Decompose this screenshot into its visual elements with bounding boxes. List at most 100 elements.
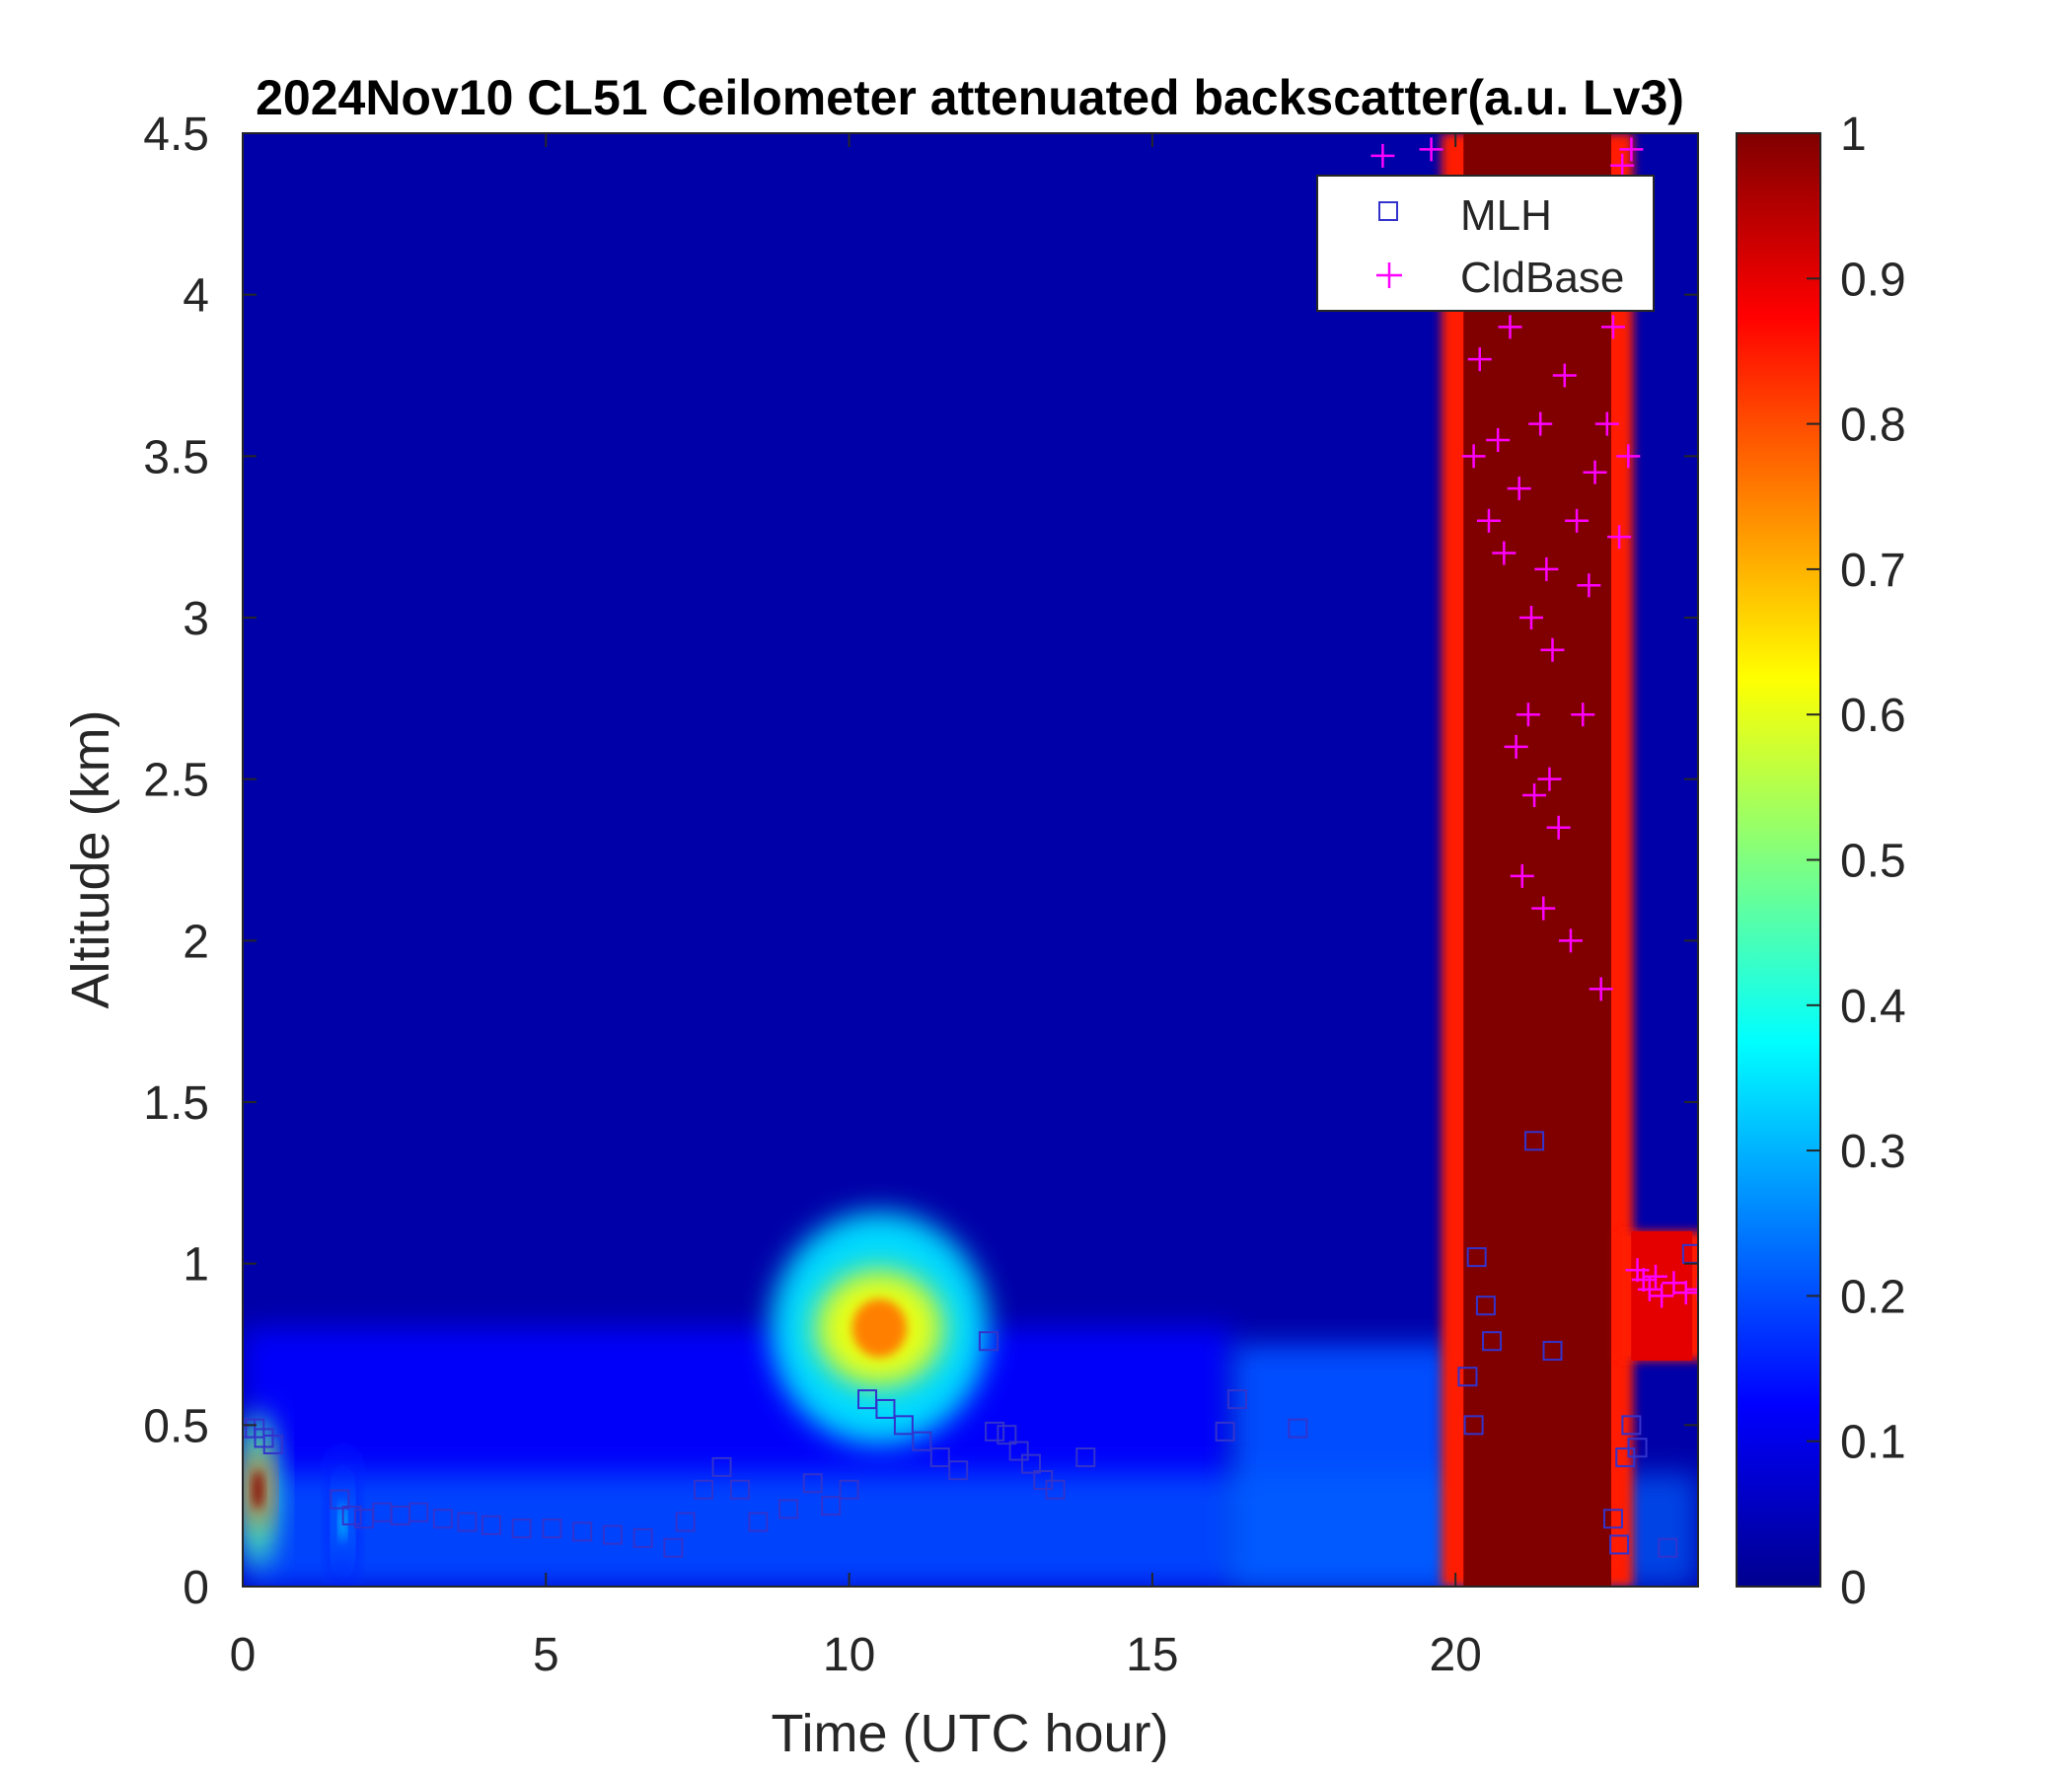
mlh-marker — [839, 1479, 859, 1500]
mlh-marker — [1045, 1479, 1066, 1500]
legend-cldbase-label: CldBase — [1460, 254, 1624, 302]
mlh-marker — [694, 1479, 714, 1500]
mlh-marker — [985, 1421, 1005, 1442]
x-axis: 0 5 10 15 20 — [230, 133, 1482, 1681]
colorbar-tick-label: 0.3 — [1840, 1126, 1906, 1178]
cldbase-marker — [1631, 1268, 1656, 1293]
cldbase-marker — [1531, 896, 1556, 921]
colorbar-tick-label: 0.9 — [1840, 254, 1906, 306]
mlh-marker — [912, 1431, 932, 1451]
cldbase-marker — [1650, 1284, 1674, 1308]
cldbase-marker — [1610, 153, 1635, 178]
cldbase-marker — [1370, 143, 1395, 168]
mlh-marker — [432, 1509, 453, 1529]
cldbase-marker — [1616, 444, 1641, 469]
cldbase-marker — [1594, 411, 1619, 436]
colorbar-tick-label: 0 — [1840, 1562, 1867, 1614]
cldbase-marker — [1528, 411, 1553, 436]
cldbase-marker — [1461, 444, 1486, 469]
chart-title: 2024Nov10 CL51 Ceilometer attenuated bac… — [256, 70, 1684, 125]
mlh-marker — [1215, 1421, 1235, 1442]
cldbase-marker — [1498, 315, 1522, 339]
mlh-marker — [511, 1518, 532, 1539]
x-axis-label: Time (UTC hour) — [771, 1704, 1168, 1763]
mlh-marker — [948, 1460, 969, 1481]
y-tick-label: 3.5 — [143, 431, 209, 483]
plot-area-frame — [242, 132, 1699, 1588]
mlh-marker — [1602, 1509, 1623, 1529]
y-tick-label: 3 — [183, 593, 209, 645]
y-axis: 0 0.5 1 1.5 2 2.5 3 3.5 4 4.5 — [143, 109, 1698, 1614]
mlh-marker — [1463, 1415, 1484, 1436]
cldbase-marker — [1643, 1264, 1667, 1289]
colorbar-tick-label: 0.7 — [1840, 545, 1906, 597]
x-tick-label: 5 — [533, 1629, 559, 1681]
mlh-marker — [341, 1505, 362, 1525]
mlh-marker — [875, 1398, 896, 1419]
mlh-marker — [1482, 1331, 1503, 1352]
mlh-marker — [711, 1456, 732, 1477]
mlh-marker — [1466, 1247, 1487, 1268]
y-tick-label: 2.5 — [143, 755, 209, 807]
y-tick-label: 1 — [183, 1239, 209, 1292]
mlh-marker — [1627, 1438, 1648, 1458]
y-tick-label: 1.5 — [143, 1077, 209, 1130]
legend: MLH CldBase — [1316, 175, 1655, 312]
y-tick-label: 4.5 — [143, 109, 209, 161]
colorbar-tick-label: 0.6 — [1840, 690, 1906, 742]
cldbase-marker — [1571, 703, 1595, 727]
mlh-marker — [748, 1512, 769, 1532]
colorbar: 0 0.1 0.2 0.3 0.4 0.5 0.6 0.7 0.8 0.9 1 — [1736, 109, 1906, 1614]
cldbase-marker — [1518, 606, 1543, 629]
cldbase-marker — [1583, 460, 1607, 484]
mlh-marker — [663, 1537, 684, 1558]
mlh-marker — [481, 1515, 501, 1535]
heatmap-plume-center — [253, 1470, 262, 1510]
colorbar-tick-label: 0.5 — [1840, 836, 1906, 888]
cldbase-marker — [1522, 783, 1547, 808]
legend-cldbase-marker — [1376, 262, 1402, 288]
x-tick-label: 15 — [1126, 1629, 1178, 1681]
y-tick-label: 0.5 — [143, 1400, 209, 1452]
mlh-marker — [1075, 1447, 1096, 1468]
mlh-marker — [1020, 1453, 1041, 1474]
mlh-marker — [572, 1521, 593, 1542]
cldbase-marker — [1510, 863, 1534, 888]
mlh-marker — [1288, 1418, 1308, 1439]
colorbar-tick-label: 0.8 — [1840, 400, 1906, 452]
mlh-marker — [997, 1425, 1017, 1445]
cldbase-marker — [1419, 137, 1443, 162]
colorbar-tick-label: 0.1 — [1840, 1417, 1906, 1469]
mlh-marker — [330, 1489, 350, 1510]
cldbase-marker — [1467, 347, 1492, 372]
cldbase-marker — [1492, 541, 1517, 565]
mlh-marker — [632, 1527, 653, 1548]
legend-mlh-label: MLH — [1460, 191, 1552, 240]
cldbase-marker — [1486, 427, 1511, 452]
cldbase-marker — [1662, 1271, 1686, 1295]
y-tick-label: 2 — [183, 916, 209, 968]
heatmap-cloud-core — [1463, 133, 1611, 1587]
heatmap-plume-center — [851, 1298, 907, 1358]
mlh-marker — [1475, 1295, 1496, 1316]
cldbase-marker — [1686, 1277, 1698, 1301]
mlh-marker — [729, 1479, 750, 1500]
cldbase-marker — [1600, 315, 1625, 339]
mlh-marker — [602, 1524, 623, 1545]
legend-box — [1316, 175, 1655, 312]
y-tick-label: 0 — [183, 1562, 209, 1614]
colorbar-ticks: 0 0.1 0.2 0.3 0.4 0.5 0.6 0.7 0.8 0.9 1 — [1807, 109, 1906, 1614]
mlh-marker — [1609, 1534, 1630, 1555]
cldbase-marker — [1637, 1277, 1662, 1301]
cldbase-marker — [1619, 137, 1644, 162]
cldbase-marker — [1552, 363, 1577, 388]
mlh-marker — [778, 1499, 799, 1519]
mlh-marker — [1226, 1389, 1247, 1410]
mlh-marker — [542, 1518, 562, 1539]
colorbar-tick-label: 0.4 — [1840, 981, 1906, 1033]
mlh-marker — [978, 1331, 999, 1352]
colorbar-tick-label: 1 — [1840, 109, 1867, 161]
cldbase-marker — [1476, 508, 1501, 533]
cldbase-marker — [1558, 928, 1583, 953]
